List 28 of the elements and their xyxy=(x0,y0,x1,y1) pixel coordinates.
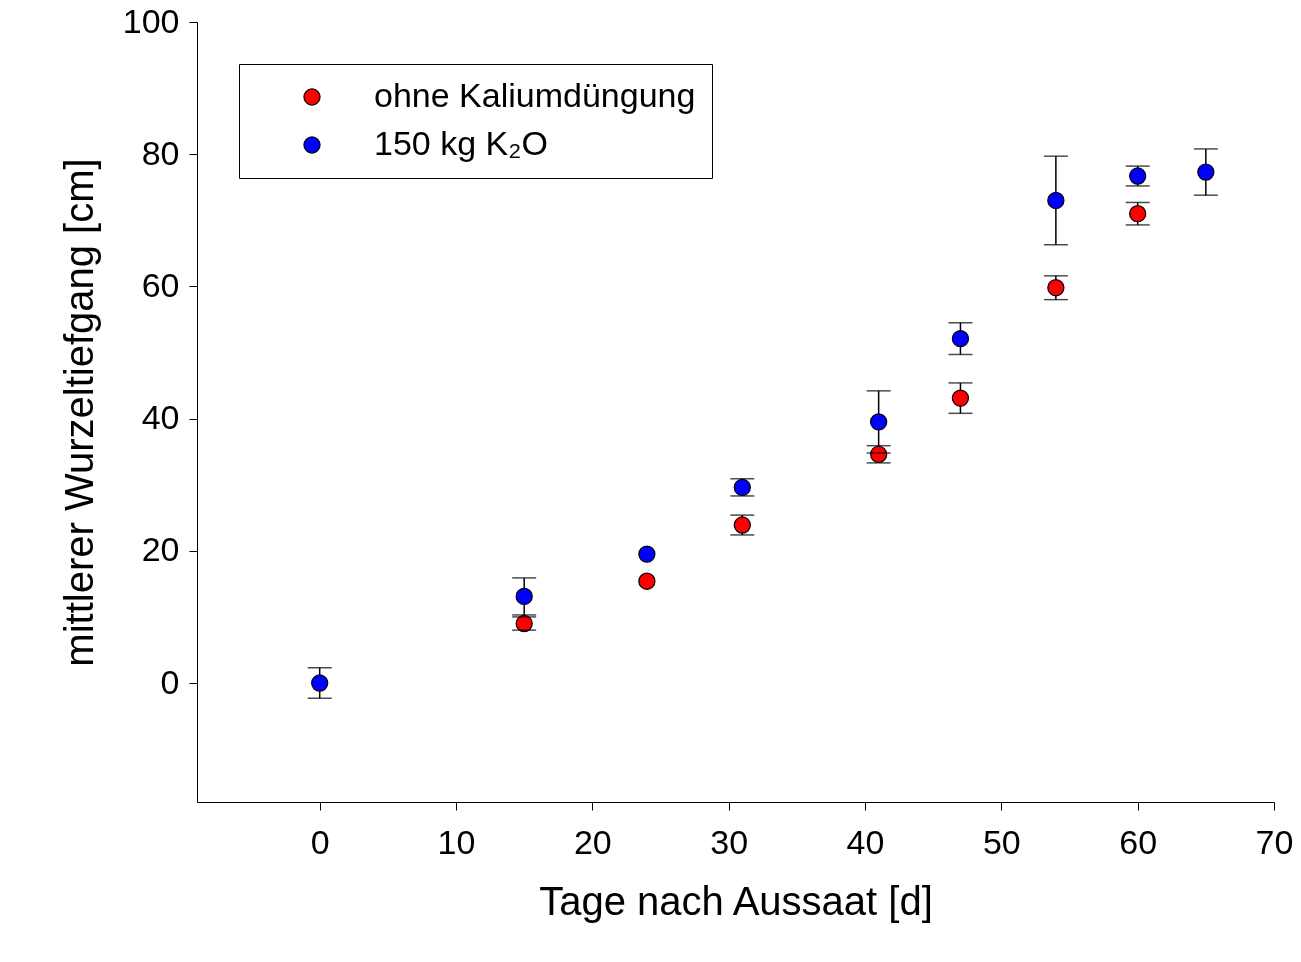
legend-label: 150 kg K₂O xyxy=(374,124,548,162)
x-tick-label: 10 xyxy=(437,822,476,861)
x-tick-label: 30 xyxy=(710,822,749,861)
x-tick-label: 40 xyxy=(846,822,885,861)
x-axis-title: Tage nach Aussaat [d] xyxy=(539,878,933,923)
point xyxy=(1047,191,1065,210)
y-tick-label: 80 xyxy=(141,133,180,172)
x-tick-label: 0 xyxy=(310,822,330,861)
y-tick-label: 20 xyxy=(141,530,180,569)
y-tick-label: 40 xyxy=(141,398,180,437)
x-tick-label: 60 xyxy=(1119,822,1158,861)
point xyxy=(311,674,329,692)
y-tick-label: 0 xyxy=(160,662,180,701)
legend-label: ohne Kaliumdüngung xyxy=(374,76,696,114)
point xyxy=(869,413,888,431)
point xyxy=(1197,163,1215,181)
point xyxy=(951,329,970,348)
point xyxy=(515,587,533,606)
y-tick-label: 100 xyxy=(122,1,180,40)
x-tick-label: 70 xyxy=(1255,822,1294,861)
x-tick-label: 20 xyxy=(573,822,612,861)
point xyxy=(733,478,751,496)
point xyxy=(638,545,656,563)
point xyxy=(951,389,970,407)
point xyxy=(638,572,656,590)
x-tick-label: 50 xyxy=(982,822,1021,861)
y-tick-label: 60 xyxy=(141,265,180,304)
y-axis-title: mittlerer Wurzeltiefgang [cm] xyxy=(56,158,101,667)
